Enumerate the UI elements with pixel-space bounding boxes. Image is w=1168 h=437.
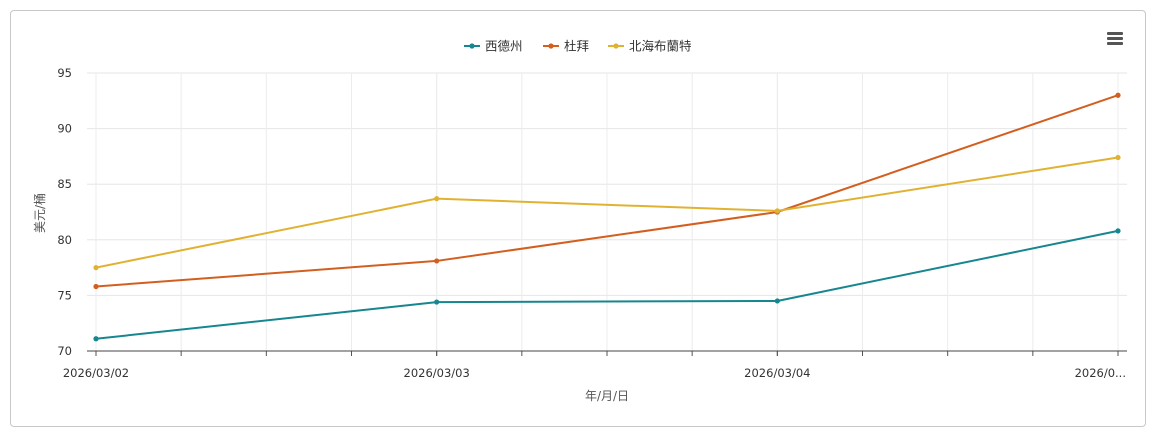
- legend-swatch-marker: [613, 43, 619, 49]
- data-point[interactable]: [774, 298, 780, 304]
- series-line: [95, 156, 1119, 269]
- chart-panel: [10, 10, 1146, 427]
- data-point[interactable]: [1115, 92, 1121, 98]
- series-layer: [93, 92, 1121, 342]
- legend-item[interactable]: 北海布蘭特: [608, 39, 692, 54]
- data-point[interactable]: [434, 299, 440, 305]
- data-point[interactable]: [1115, 154, 1121, 161]
- legend-label: 西德州: [485, 39, 523, 54]
- y-tick-label: 80: [57, 233, 72, 247]
- data-point[interactable]: [434, 258, 440, 264]
- legend-label: 杜拜: [564, 39, 589, 54]
- axis-layer: 70 75 80 85 90 95 2026/03/02 2026/03/03 2026/03/…: [57, 66, 1127, 380]
- y-tick-label: 90: [57, 122, 72, 136]
- legend-label: 北海布蘭特: [629, 39, 692, 54]
- grid-layer: [87, 72, 1127, 351]
- x-tick-label: 2026/03/03: [404, 366, 470, 380]
- data-point[interactable]: [774, 208, 780, 214]
- y-tick-label: 70: [57, 344, 72, 358]
- y-tick-label: 75: [57, 288, 72, 302]
- x-tick-label: 2026/03/02: [63, 366, 129, 380]
- data-point[interactable]: [1115, 228, 1121, 234]
- y-axis-title: 美元/桶: [32, 193, 47, 233]
- data-point[interactable]: [93, 336, 99, 342]
- legend: 西德州 杜拜 北海布蘭特: [464, 39, 692, 54]
- x-axis-title: 年/月/日: [585, 389, 629, 403]
- data-point[interactable]: [93, 283, 99, 290]
- hamburger-menu-icon-bar: [1107, 42, 1123, 45]
- x-tick-label: 2026/0...: [1075, 366, 1126, 380]
- series-line: [95, 94, 1119, 288]
- data-point[interactable]: [93, 265, 99, 271]
- x-tick-label: 2026/03/04: [744, 366, 810, 380]
- menu-button[interactable]: [1104, 30, 1126, 50]
- y-tick-label: 95: [57, 66, 72, 80]
- legend-item[interactable]: 杜拜: [543, 39, 589, 54]
- hamburger-menu-icon-bar: [1107, 37, 1123, 40]
- data-point[interactable]: [434, 196, 440, 202]
- legend-item[interactable]: 西德州: [464, 39, 523, 54]
- legend-swatch-marker: [469, 43, 475, 49]
- legend-swatch-marker: [548, 43, 554, 49]
- series-line: [95, 229, 1119, 340]
- y-tick-label: 85: [57, 177, 72, 191]
- hamburger-menu-icon: [1107, 32, 1123, 35]
